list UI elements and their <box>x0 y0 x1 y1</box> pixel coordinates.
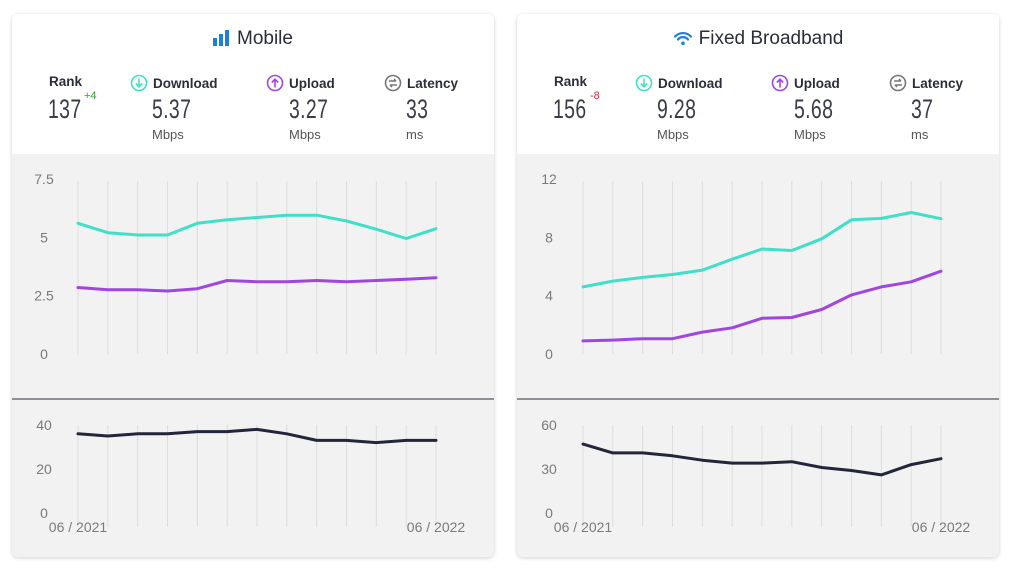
mobile-rank-label: Rank <box>49 74 83 89</box>
fixed-upload-value: 5.68 <box>794 94 834 124</box>
y-tick-label: 0 <box>40 346 48 362</box>
latency-series-line <box>581 442 943 477</box>
mobile-download-label[interactable]: Download <box>130 74 218 92</box>
fixed-upload-text: Upload <box>794 76 840 91</box>
mobile-download-text: Download <box>153 76 218 91</box>
fixed-latency-unit: ms <box>911 127 929 142</box>
latency-y-tick-label: 20 <box>36 461 52 477</box>
y-tick-label: 7.5 <box>34 171 54 187</box>
fixed-download-value: 9.28 <box>657 94 697 124</box>
fixed-upload-unit: Mbps <box>794 127 826 142</box>
y-tick-label: 2.5 <box>34 288 54 304</box>
fixed-download-label[interactable]: Download <box>635 74 723 92</box>
mobile-rank-change: +4 <box>84 90 97 102</box>
y-tick-label: 0 <box>545 346 553 362</box>
signal-bars-icon <box>213 30 229 46</box>
fixed-rank-change: -8 <box>590 90 600 102</box>
wifi-icon <box>673 32 692 46</box>
download-arrow-icon <box>635 74 653 92</box>
latency-y-tick-label: 0 <box>40 505 48 521</box>
latency-y-tick-label: 40 <box>36 417 52 433</box>
mobile-upload-unit: Mbps <box>289 127 321 142</box>
mobile-upload-text: Upload <box>289 76 335 91</box>
y-tick-label: 5 <box>40 229 48 245</box>
fixed-broadband-panel: Fixed Broadband Rank 156 -8 Download 9.2… <box>517 14 999 557</box>
mobile-upload-label[interactable]: Upload <box>266 74 335 92</box>
mobile-title: Mobile <box>12 28 494 50</box>
fixed-header: Fixed Broadband Rank 156 -8 Download 9.2… <box>517 14 999 154</box>
x-start-label: 06 / 2021 <box>554 519 613 535</box>
upload-arrow-icon <box>771 74 789 92</box>
fixed-latency-text: Latency <box>912 76 964 91</box>
mobile-chart[interactable]: 0 2.5 5 7.5 0 20 40 06 / 2021 06 / 2022 <box>12 154 494 557</box>
fixed-upload-label[interactable]: Upload <box>771 74 840 92</box>
mobile-header: Mobile Rank 137 +4 Download 5.37 Mbps Up… <box>12 14 494 154</box>
upload-arrow-icon <box>266 74 284 92</box>
mobile-latency-value: 33 <box>406 94 429 124</box>
latency-y-tick-label: 0 <box>545 505 553 521</box>
mobile-download-value: 5.37 <box>152 94 192 124</box>
x-end-label: 06 / 2022 <box>407 519 466 535</box>
fixed-rank-value: 156 <box>553 94 587 124</box>
fixed-latency-value: 37 <box>911 94 934 124</box>
x-start-label: 06 / 2021 <box>49 519 108 535</box>
latency-y-tick-label: 60 <box>541 417 557 433</box>
mobile-latency-unit: ms <box>406 127 424 142</box>
latency-series-line <box>76 427 438 445</box>
latency-y-tick-label: 30 <box>541 461 557 477</box>
mobile-download-unit: Mbps <box>152 127 184 142</box>
mobile-latency-label[interactable]: Latency <box>384 74 458 92</box>
upload-series-line <box>76 276 438 293</box>
latency-icon <box>384 74 402 92</box>
y-tick-label: 4 <box>545 288 553 304</box>
x-end-label: 06 / 2022 <box>912 519 971 535</box>
download-series-line <box>581 211 943 289</box>
fixed-title-text: Fixed Broadband <box>698 28 844 49</box>
fixed-title: Fixed Broadband <box>517 28 999 50</box>
fixed-download-unit: Mbps <box>657 127 689 142</box>
download-arrow-icon <box>130 74 148 92</box>
mobile-upload-value: 3.27 <box>289 94 329 124</box>
y-tick-label: 8 <box>545 229 553 245</box>
fixed-latency-label[interactable]: Latency <box>889 74 963 92</box>
fixed-rank-label: Rank <box>554 74 588 89</box>
mobile-panel: Mobile Rank 137 +4 Download 5.37 Mbps Up… <box>12 14 494 557</box>
mobile-rank-value: 137 <box>48 94 82 124</box>
mobile-latency-text: Latency <box>407 76 459 91</box>
fixed-download-text: Download <box>658 76 723 91</box>
mobile-title-text: Mobile <box>237 28 293 49</box>
latency-icon <box>889 74 907 92</box>
y-tick-label: 12 <box>541 171 557 187</box>
download-series-line <box>76 213 438 240</box>
fixed-broadband-chart[interactable]: 0 4 8 12 0 30 60 06 / 2021 06 / 2022 <box>517 154 999 557</box>
upload-series-line <box>581 269 943 343</box>
